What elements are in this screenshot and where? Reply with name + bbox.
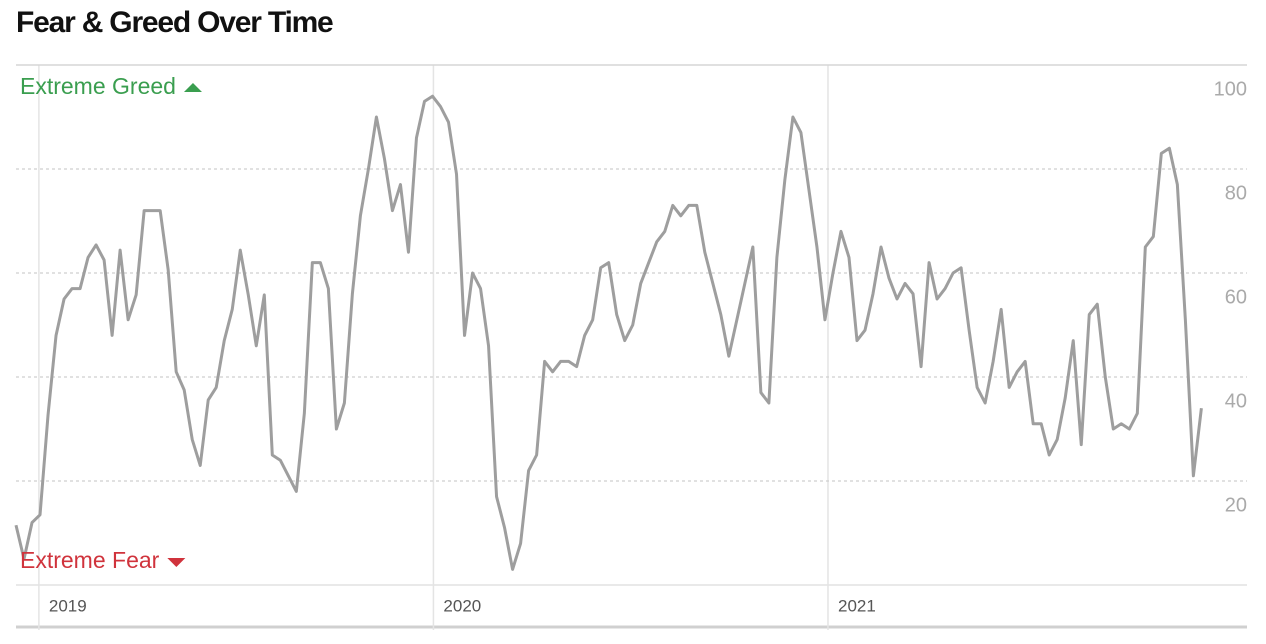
annotation: Extreme Greed [20,73,176,99]
annotation-arrow [183,83,202,92]
x-tick-label: 2020 [443,596,481,615]
y-tick-label: 80 [1225,182,1247,204]
y-tick-label: 60 [1225,286,1247,308]
annotation-arrow [167,558,186,567]
y-tick-label: 100 [1214,78,1247,100]
x-tick-label: 2021 [838,596,876,615]
chart-title: Fear & Greed Over Time [16,6,333,39]
data-line [14,94,1203,571]
y-tick-label: 40 [1225,390,1247,412]
y-tick-label: 20 [1225,494,1247,516]
x-tick-label: 2019 [49,596,87,615]
annotation: Extreme Fear [20,547,160,573]
